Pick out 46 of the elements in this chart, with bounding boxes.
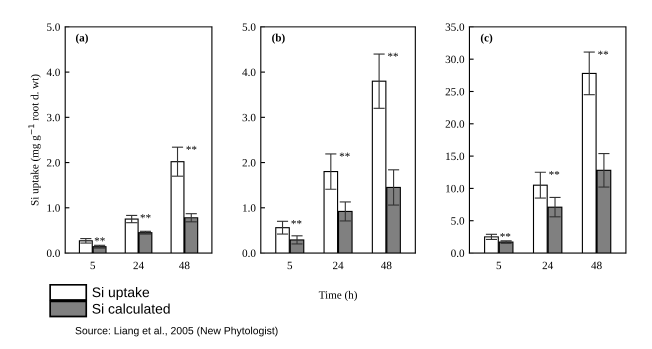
text: (a) — [76, 34, 88, 44]
y-tick-label: 5.0 — [242, 23, 256, 31]
y-tick-label: 3.0 — [242, 114, 256, 122]
y-tick-label: 0.0 — [242, 249, 256, 258]
y-tick-label: 1.0 — [243, 204, 256, 212]
y-tick-label: 35.0 — [446, 23, 464, 31]
y-tick-label: 3.0 — [46, 114, 60, 122]
y-tick-label: 5.0 — [451, 217, 464, 225]
y-tick-label: 1.0 — [47, 204, 60, 212]
text: (c) — [480, 34, 492, 44]
y-tick-label: 5.0 — [47, 23, 60, 31]
annotation: ** — [500, 232, 510, 238]
x-tick-label: 24 — [332, 262, 344, 270]
annotation: ** — [291, 220, 302, 224]
y-tick-label: 4.0 — [242, 68, 256, 76]
annotation: ** — [340, 152, 350, 157]
y-tick-label: 10.0 — [446, 184, 464, 192]
annotation: ** — [140, 214, 151, 218]
x-tick-label: 5 — [90, 262, 96, 270]
y-tick-label: 30.0 — [446, 56, 464, 64]
text: (b) — [272, 34, 285, 44]
annotation: ** — [388, 52, 398, 57]
source-note: Source: Liang et al., 2005 (New Phytologist) — [75, 326, 278, 336]
x-axis-title: Time (h) — [318, 290, 357, 301]
x-tick-label: 5 — [288, 262, 292, 270]
legend-label: Si uptake — [92, 287, 150, 300]
legend-label: Si calculated — [92, 304, 170, 314]
annotation: ** — [598, 50, 608, 55]
annotation: ** — [94, 237, 105, 242]
y-tick-label: 2.0 — [46, 159, 60, 167]
x-tick-label: 24 — [133, 262, 144, 270]
annotation: ** — [549, 170, 560, 176]
y-tick-label: 25.0 — [446, 88, 464, 96]
y-tick-label: 15.0 — [446, 152, 464, 160]
x-tick-label: 24 — [542, 262, 554, 270]
y-tick-label: 20.0 — [446, 120, 464, 128]
x-tick-label: 5 — [496, 262, 502, 270]
y-tick-label: 0.0 — [46, 249, 60, 258]
y-tick-label: 2.0 — [242, 159, 256, 167]
x-tick-label: 48 — [591, 262, 602, 270]
x-tick-label: 48 — [381, 262, 392, 270]
y-tick-label: 4.0 — [46, 68, 60, 76]
y-tick-label: 0.0 — [451, 249, 464, 258]
annotation: ** — [186, 146, 196, 150]
y-axis-title: Si uptake (mg g$^{−1}$ root d. wt) — [28, 74, 41, 206]
x-tick-label: 48 — [179, 262, 190, 270]
